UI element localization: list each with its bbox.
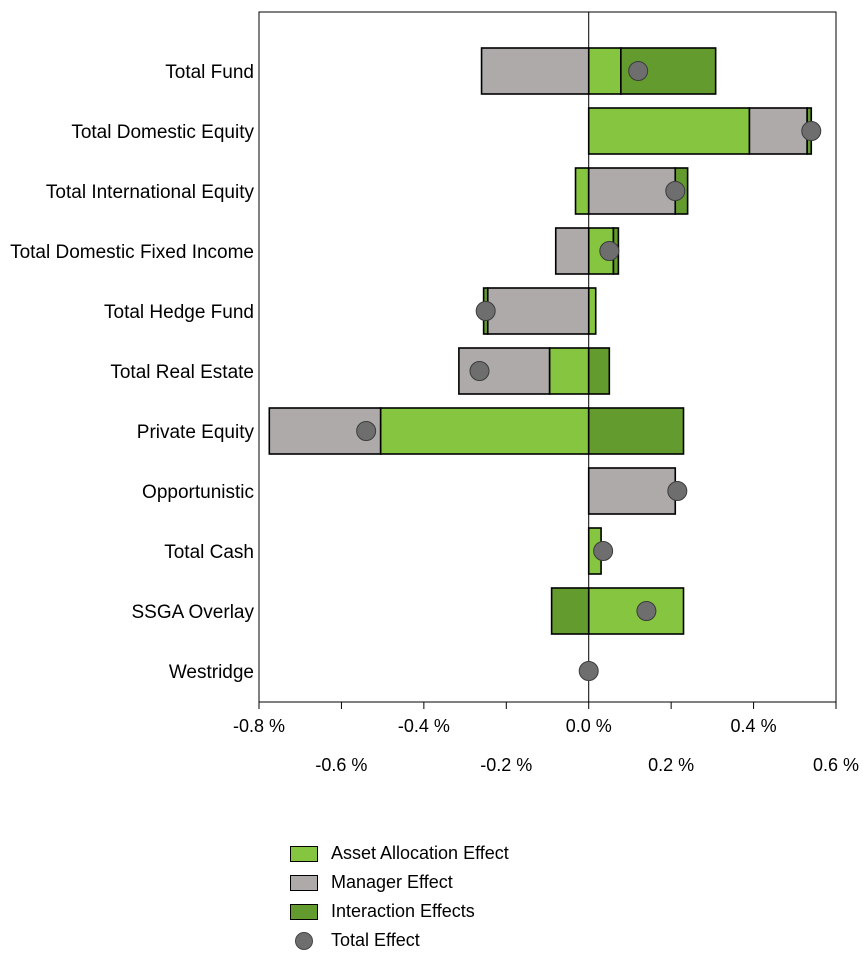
x-tick-label: -0.8 %	[233, 716, 285, 736]
category-label: Opportunistic	[142, 482, 254, 503]
asset-allocation-swatch	[290, 845, 318, 862]
bar-manager-effect-opportunistic	[587, 467, 677, 515]
bar-manager-effect-total-domestic-equity	[748, 107, 808, 155]
manager-swatch	[290, 874, 318, 891]
total-effect-marker-total-real-estate	[469, 361, 490, 381]
bar-asset-allocation-effect-total-hedge-fund	[587, 287, 597, 335]
legend: Asset Allocation Effect Manager Effect I…	[290, 839, 509, 955]
bar-asset-allocation-effect-total-fund	[587, 47, 622, 95]
total-effect-markers	[356, 61, 822, 681]
legend-label: Interaction Effects	[331, 901, 475, 921]
category-label: Total Domestic Equity	[71, 122, 254, 143]
bar-asset-allocation-effect-private-equity	[379, 407, 590, 455]
category-label: Total Hedge Fund	[104, 302, 254, 323]
legend-label: Total Effect	[331, 930, 420, 950]
legend-item-interaction: Interaction Effects	[290, 897, 509, 926]
bar-asset-allocation-effect-total-domestic-equity	[587, 107, 751, 155]
category-label: Total Fund	[165, 62, 254, 83]
total-effect-marker-total-domestic-equity	[801, 121, 822, 141]
category-label: Total Real Estate	[110, 362, 254, 383]
attribution-chart: Total Fund Total Domestic Equity Total Int…	[10, 11, 859, 775]
category-label: Total Domestic Fixed Income	[10, 242, 254, 263]
total-effect-marker-total-domestic-fixed-income	[599, 241, 620, 261]
x-axis: -0.8 % -0.6 % -0.4 % -0.2 % 0.0 % 0.2 % 0.4 % 0…	[233, 702, 859, 775]
x-tick-label: -0.6 %	[315, 755, 367, 775]
total-effect-marker-total-cash	[593, 541, 614, 561]
bars	[268, 47, 813, 635]
bar-interaction-effects-total-fund	[620, 47, 717, 95]
bar-interaction-effects-private-equity	[587, 407, 685, 455]
total-effect-dot-icon	[295, 931, 313, 950]
x-tick-label: 0.4 %	[731, 716, 777, 736]
interaction-swatch	[290, 903, 318, 920]
category-label: Private Equity	[137, 422, 255, 443]
category-label: SSGA Overlay	[132, 602, 255, 623]
legend-item-total-effect: Total Effect	[290, 926, 509, 955]
total-effect-marker-private-equity	[356, 421, 377, 441]
bar-asset-allocation-effect-ssga-overlay	[587, 587, 685, 635]
total-effect-marker-opportunistic	[667, 481, 688, 501]
plot-border	[258, 11, 837, 703]
total-effect-marker-total-fund	[628, 61, 649, 81]
category-label: Total Cash	[164, 542, 254, 563]
bar-interaction-effects-ssga-overlay	[550, 587, 590, 635]
category-labels: Total Fund Total Domestic Equity Total Int…	[10, 62, 254, 683]
category-label: Total International Equity	[46, 182, 255, 203]
bar-manager-effect-total-fund	[480, 47, 590, 95]
x-tick-label: 0.6 %	[813, 755, 859, 775]
bar-manager-effect-total-international-equity	[587, 167, 677, 215]
x-tick-label: -0.4 %	[398, 716, 450, 736]
total-effect-marker-total-international-equity	[665, 181, 686, 201]
x-tick-label: 0.0 %	[566, 716, 612, 736]
bar-asset-allocation-effect-total-real-estate	[548, 347, 590, 395]
legend-item-asset-allocation: Asset Allocation Effect	[290, 839, 509, 868]
x-tick-label: -0.2 %	[480, 755, 532, 775]
total-effect-marker-westridge	[578, 661, 599, 681]
total-effect-marker-ssga-overlay	[636, 601, 657, 621]
legend-label: Manager Effect	[331, 872, 453, 892]
total-effect-marker-total-hedge-fund	[475, 301, 496, 321]
legend-item-manager: Manager Effect	[290, 868, 509, 897]
category-label: Westridge	[169, 662, 254, 683]
bar-interaction-effects-total-real-estate	[587, 347, 611, 395]
legend-label: Asset Allocation Effect	[331, 843, 509, 863]
x-tick-label: 0.2 %	[648, 755, 694, 775]
bar-manager-effect-total-domestic-fixed-income	[554, 227, 590, 275]
bar-asset-allocation-effect-total-international-equity	[574, 167, 590, 215]
bar-manager-effect-total-hedge-fund	[486, 287, 590, 335]
